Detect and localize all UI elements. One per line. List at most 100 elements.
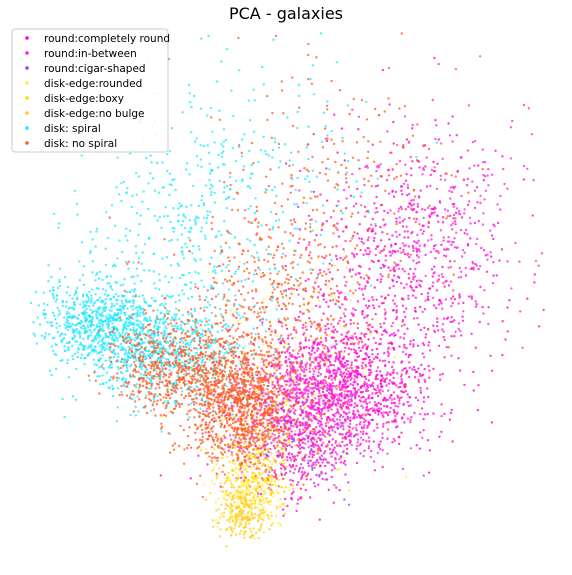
scatter-point	[231, 483, 234, 486]
scatter-point	[268, 475, 271, 479]
scatter-point	[174, 318, 178, 321]
scatter-point	[481, 223, 485, 226]
scatter-point	[347, 330, 350, 333]
scatter-point	[427, 239, 430, 242]
scatter-point	[255, 465, 259, 468]
scatter-point	[232, 405, 235, 408]
scatter-point	[238, 532, 242, 535]
scatter-point	[345, 407, 348, 410]
scatter-point	[400, 282, 403, 285]
scatter-point	[296, 454, 299, 457]
scatter-point	[87, 299, 90, 303]
scatter-point	[318, 456, 321, 459]
scatter-point	[383, 209, 386, 213]
scatter-point	[245, 465, 248, 469]
scatter-point	[316, 296, 320, 299]
scatter-point	[354, 402, 357, 405]
scatter-point	[487, 322, 490, 326]
scatter-point	[240, 523, 243, 526]
scatter-point	[361, 406, 365, 409]
scatter-point	[305, 386, 308, 389]
scatter-point	[453, 319, 456, 322]
scatter-point	[289, 392, 292, 395]
scatter-point	[317, 365, 321, 368]
scatter-point	[384, 364, 387, 367]
scatter-point	[356, 433, 359, 436]
scatter-point	[443, 356, 446, 359]
scatter-point	[530, 133, 534, 136]
scatter-point	[226, 527, 229, 531]
scatter-point	[149, 380, 153, 383]
scatter-point	[234, 515, 237, 518]
scatter-point	[96, 375, 99, 378]
scatter-point	[195, 385, 198, 388]
scatter-point	[193, 307, 196, 310]
scatter-point	[368, 358, 371, 362]
scatter-point	[263, 480, 267, 483]
scatter-point	[110, 309, 113, 313]
scatter-point	[319, 341, 322, 344]
scatter-point	[262, 518, 265, 522]
scatter-point	[250, 507, 254, 510]
scatter-point	[299, 405, 302, 408]
scatter-point	[403, 310, 406, 314]
scatter-point	[237, 497, 240, 500]
scatter-point	[315, 408, 319, 411]
scatter-point	[458, 293, 461, 296]
scatter-point	[414, 396, 418, 399]
scatter-point	[280, 473, 284, 477]
scatter-point	[526, 167, 529, 170]
scatter-point	[444, 255, 448, 258]
scatter-point	[397, 207, 401, 210]
scatter-point	[100, 313, 103, 316]
scatter-point	[477, 164, 480, 167]
scatter-point	[322, 402, 325, 405]
scatter-point	[111, 304, 114, 308]
scatter-point	[337, 296, 340, 299]
scatter-point	[326, 348, 330, 351]
scatter-point	[319, 392, 322, 395]
scatter-point	[338, 355, 341, 358]
scatter-point	[408, 366, 411, 369]
scatter-point	[246, 470, 249, 473]
scatter-point	[336, 228, 339, 231]
scatter-point	[304, 442, 307, 445]
scatter-point	[414, 306, 417, 310]
scatter-point	[342, 230, 345, 233]
scatter-point	[307, 446, 310, 449]
scatter-point	[306, 378, 309, 381]
scatter-point	[275, 305, 278, 309]
scatter-point	[284, 162, 288, 165]
scatter-point	[424, 274, 427, 278]
scatter-point	[421, 208, 424, 211]
scatter-point	[282, 514, 285, 517]
scatter-point	[376, 210, 379, 214]
scatter-point	[349, 194, 353, 197]
scatter-point	[387, 293, 390, 297]
scatter-point	[342, 378, 345, 381]
scatter-point	[296, 502, 299, 505]
scatter-point	[403, 115, 407, 118]
scatter-point	[333, 420, 336, 423]
scatter-point	[342, 320, 346, 323]
scatter-point	[339, 368, 342, 371]
scatter-point	[238, 514, 241, 517]
scatter-point	[350, 334, 353, 337]
scatter-point	[386, 211, 390, 214]
scatter-point	[312, 377, 316, 381]
scatter-point	[335, 245, 338, 248]
scatter-point	[431, 285, 434, 288]
scatter-point	[420, 279, 423, 283]
scatter-point	[385, 178, 389, 182]
scatter-point	[277, 452, 281, 455]
scatter-point	[328, 403, 331, 406]
scatter-point	[334, 296, 337, 300]
scatter-point	[267, 465, 271, 469]
scatter-point	[315, 433, 318, 436]
scatter-point	[351, 108, 354, 112]
scatter-point	[242, 493, 245, 496]
scatter-point	[296, 378, 300, 382]
scatter-point	[367, 447, 371, 450]
scatter-point	[473, 206, 477, 210]
scatter-point	[156, 328, 160, 331]
